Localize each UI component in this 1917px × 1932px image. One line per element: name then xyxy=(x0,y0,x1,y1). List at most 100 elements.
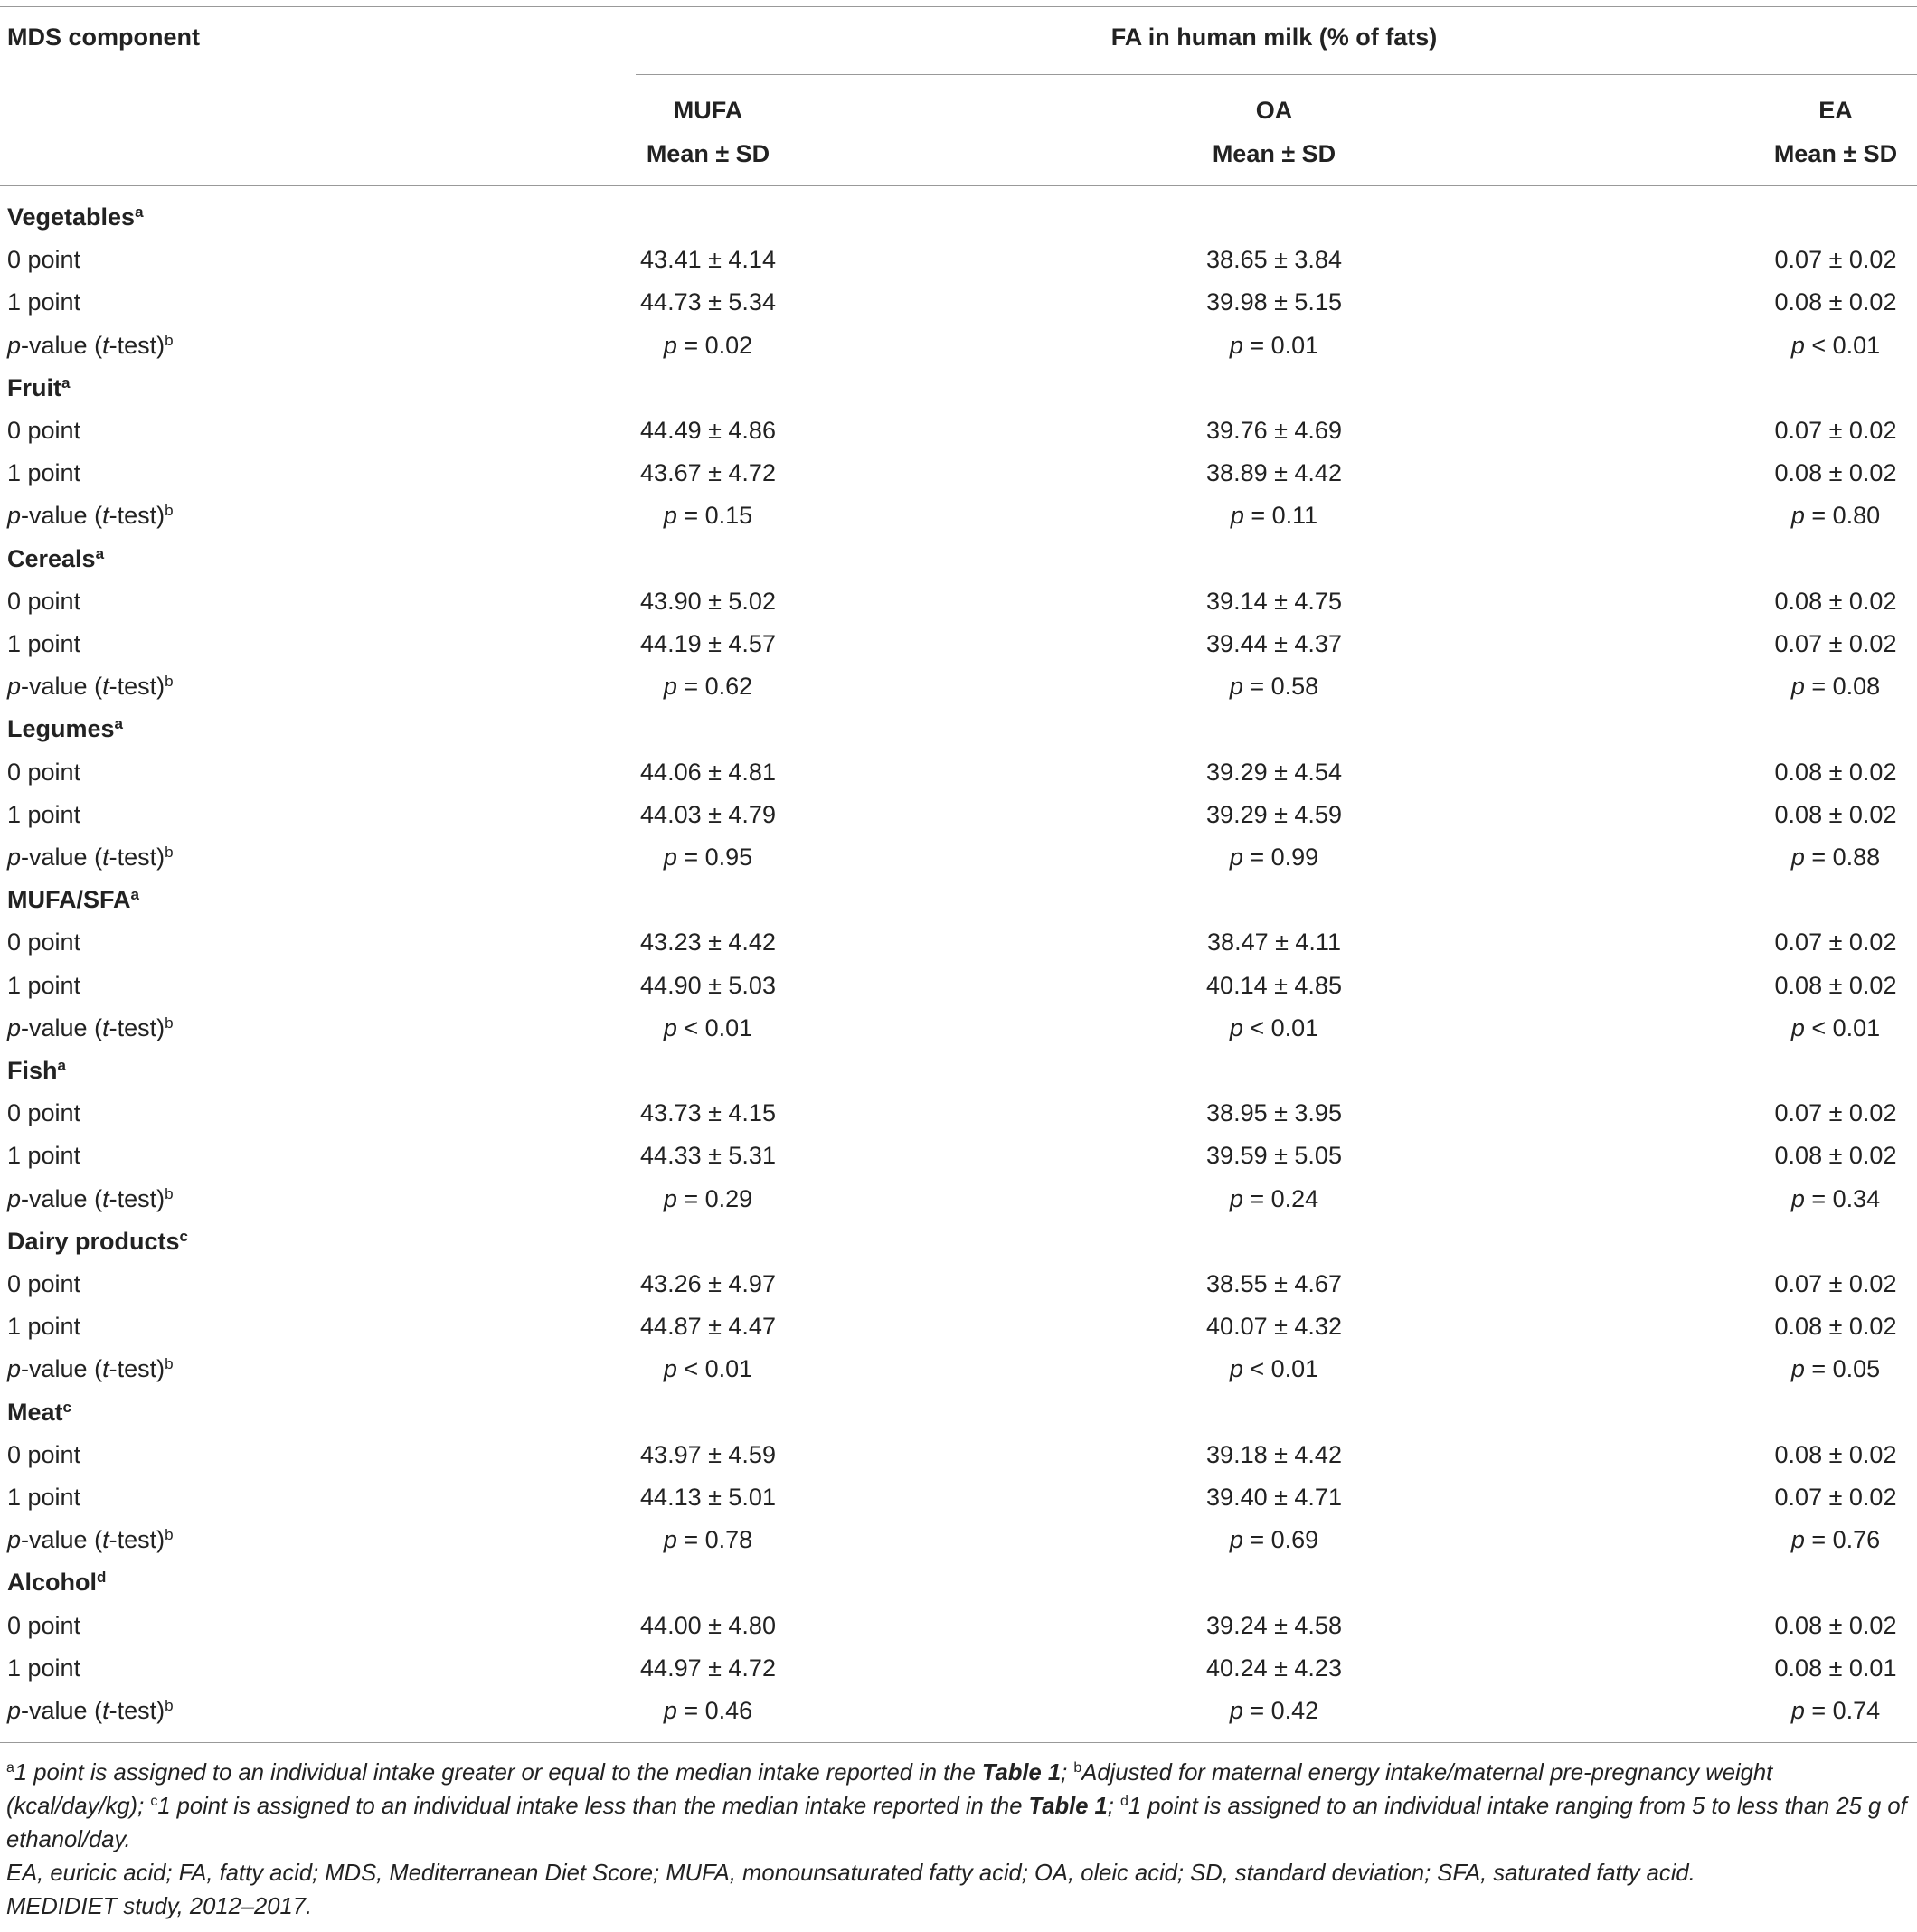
cell-value: 38.47 ± 4.11 xyxy=(1207,928,1341,957)
row-label-text: p-value (t-test) xyxy=(7,502,165,530)
group-footnote-mark: d xyxy=(97,1569,107,1587)
group-name: Legumes xyxy=(7,715,115,743)
row-label-text: 0 point xyxy=(7,1611,81,1639)
footnote-text: ; xyxy=(1107,1794,1121,1819)
column-subheader: Mean ± SD xyxy=(646,140,770,167)
cell-value: p = 0.62 xyxy=(663,673,753,701)
group-name: Meat xyxy=(7,1398,63,1426)
cell-value: p = 0.78 xyxy=(663,1526,753,1554)
cell-value: 0.08 ± 0.02 xyxy=(1774,288,1897,316)
group-name: Fruit xyxy=(7,373,61,401)
row-label: 1 point xyxy=(7,798,80,831)
group-name: Dairy products xyxy=(7,1227,180,1255)
cell-value: p = 0.76 xyxy=(1790,1526,1881,1554)
cell-value: 43.23 ± 4.42 xyxy=(640,928,776,957)
row-label-text: 0 point xyxy=(7,758,81,786)
cell-value: 43.26 ± 4.97 xyxy=(640,1270,776,1297)
cell-value: 44.13 ± 5.01 xyxy=(640,1484,776,1511)
group-footnote-mark: c xyxy=(62,1398,71,1416)
cell-value: 0.08 ± 0.02 xyxy=(1774,1611,1897,1639)
cell-value: 43.97 ± 4.59 xyxy=(640,1440,776,1468)
cell-value: p = 0.42 xyxy=(1229,1697,1319,1724)
spanner-header: FA in human milk (% of fats) xyxy=(1110,24,1438,51)
cell-value: 0.08 ± 0.02 xyxy=(1774,459,1897,487)
cell-value: 0.08 ± 0.02 xyxy=(1774,800,1897,828)
cell-value: 0.08 ± 0.02 xyxy=(1774,587,1897,615)
group-label: Meatc xyxy=(7,1396,71,1428)
row-label-text: 1 point xyxy=(7,630,81,657)
row-label: 0 point xyxy=(7,1438,80,1471)
row-label-text: 0 point xyxy=(7,1440,81,1468)
cell-value: p = 0.11 xyxy=(1230,502,1318,530)
cell-value: 43.41 ± 4.14 xyxy=(640,246,776,274)
cell-value: p = 0.05 xyxy=(1790,1355,1881,1383)
row-label: 0 point xyxy=(7,1097,80,1129)
row-label: 0 point xyxy=(7,414,80,447)
cell-value: p = 0.15 xyxy=(663,502,753,530)
row-label: 1 point xyxy=(7,457,80,489)
cell-value: p = 0.58 xyxy=(1229,673,1319,701)
cell-value: p = 0.24 xyxy=(1229,1184,1319,1212)
group-footnote-mark: a xyxy=(135,203,144,221)
footnote-text: ; xyxy=(1061,1760,1074,1786)
row-label: 1 point xyxy=(7,969,80,1002)
cell-value: 0.08 ± 0.02 xyxy=(1774,1440,1897,1468)
cell-value: 39.59 ± 5.05 xyxy=(1206,1142,1342,1170)
group-name: Cereals xyxy=(7,544,96,572)
cell-value: 43.67 ± 4.72 xyxy=(640,459,776,487)
column-subheader: Mean ± SD xyxy=(1773,140,1898,167)
row-label: p-value (t-test)b xyxy=(7,1352,174,1385)
cell-value: 44.06 ± 4.81 xyxy=(640,758,776,786)
footnote: MEDIDIET study, 2012–2017. xyxy=(6,1890,1912,1924)
cell-value: 0.07 ± 0.02 xyxy=(1774,928,1897,957)
rule xyxy=(636,74,1917,75)
row-label-text: p-value (t-test) xyxy=(7,673,165,701)
cell-value: 44.87 ± 4.47 xyxy=(640,1313,776,1341)
cell-value: p = 0.80 xyxy=(1790,502,1881,530)
row-label: 1 point xyxy=(7,627,80,660)
cell-value: 38.65 ± 3.84 xyxy=(1206,246,1342,274)
row-label-text: 1 point xyxy=(7,288,81,316)
column-header: MUFA xyxy=(673,97,743,124)
column-header: EA xyxy=(1818,97,1853,124)
column-header: OA xyxy=(1255,97,1293,124)
cell-value: p = 0.69 xyxy=(1229,1526,1319,1554)
row-label: p-value (t-test)b xyxy=(7,1694,174,1727)
footnote-text: MEDIDIET study, 2012–2017. xyxy=(6,1894,313,1919)
cell-value: 40.07 ± 4.32 xyxy=(1206,1313,1342,1341)
row-label: 1 point xyxy=(7,1139,80,1172)
footnote-text: EA, euricic acid; FA, fatty acid; MDS, M… xyxy=(6,1861,1695,1886)
cell-value: p = 0.74 xyxy=(1790,1697,1881,1724)
row-label-text: 1 point xyxy=(7,1142,81,1170)
row-footnote-mark: b xyxy=(165,1526,174,1544)
row-label: p-value (t-test)b xyxy=(7,670,174,702)
row-footnote-mark: b xyxy=(165,1184,174,1202)
cell-value: 0.07 ± 0.02 xyxy=(1774,1484,1897,1511)
cell-value: 44.73 ± 5.34 xyxy=(640,288,776,316)
cell-value: p < 0.01 xyxy=(1229,1013,1319,1041)
footnote-reference: Table 1 xyxy=(1028,1794,1108,1819)
row-label-text: 1 point xyxy=(7,971,81,999)
row-label-text: 1 point xyxy=(7,1484,81,1511)
cell-value: 38.55 ± 4.67 xyxy=(1206,1270,1342,1297)
column-subheader: Mean ± SD xyxy=(1212,140,1336,167)
row-label-text: p-value (t-test) xyxy=(7,1526,165,1554)
cell-value: p = 0.99 xyxy=(1229,843,1319,871)
group-label: Fisha xyxy=(7,1054,66,1087)
row-label-text: p-value (t-test) xyxy=(7,1697,165,1724)
row-footnote-mark: b xyxy=(165,673,174,691)
cell-value: 39.76 ± 4.69 xyxy=(1206,417,1342,444)
group-name: Vegetables xyxy=(7,203,136,231)
cell-value: 0.07 ± 0.02 xyxy=(1774,1270,1897,1297)
row-label: 1 point xyxy=(7,1310,80,1343)
row-label-text: p-value (t-test) xyxy=(7,843,165,871)
row-footnote-mark: b xyxy=(165,843,174,861)
cell-value: 39.18 ± 4.42 xyxy=(1206,1440,1342,1468)
cell-value: p < 0.01 xyxy=(663,1013,753,1041)
row-label: p-value (t-test)b xyxy=(7,499,174,532)
row-label-text: p-value (t-test) xyxy=(7,1355,165,1383)
cell-value: 0.08 ± 0.02 xyxy=(1774,1313,1897,1341)
cell-value: 44.00 ± 4.80 xyxy=(640,1611,776,1639)
row-label: 1 point xyxy=(7,286,80,318)
